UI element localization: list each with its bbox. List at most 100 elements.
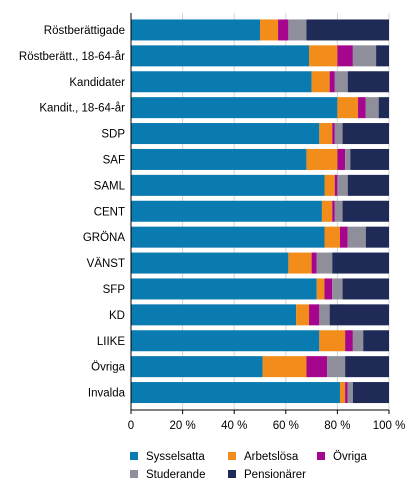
bar-segment xyxy=(347,71,389,93)
bar-segment xyxy=(306,148,338,170)
bar-segment xyxy=(337,97,359,119)
bar-segment xyxy=(321,200,333,222)
bar-segment xyxy=(334,174,338,196)
bar-segment xyxy=(324,278,333,300)
bar-segment xyxy=(337,174,348,196)
bar-segment xyxy=(329,71,335,93)
x-tick-label: 20 % xyxy=(169,420,195,432)
legend-label: Pensionärer xyxy=(244,469,306,481)
bar-segment xyxy=(131,382,340,404)
bar-segment xyxy=(345,382,348,404)
bar-segment xyxy=(288,19,307,41)
category-label: Kandidater xyxy=(69,77,125,89)
category-label: VÄNST xyxy=(87,258,125,270)
bar-segment xyxy=(363,330,389,352)
legend: Sysselsatta Arbetslösa Övriga Studerande Pen… xyxy=(130,451,367,481)
legend-label: Studerande xyxy=(146,469,205,481)
legend-swatch xyxy=(228,452,236,460)
legend-swatch xyxy=(130,470,138,478)
bar-segment xyxy=(311,71,330,93)
x-tick-label: 0 xyxy=(128,420,134,432)
category-label: SAML xyxy=(94,180,126,192)
bar-segment xyxy=(131,330,320,352)
category-label: Röstberättigade xyxy=(44,25,125,37)
legend-label: Arbetslösa xyxy=(244,451,299,463)
legend-label: Övriga xyxy=(333,451,367,463)
bar-segment xyxy=(332,252,389,274)
bar-segment xyxy=(131,148,307,170)
bar-segment xyxy=(131,304,297,326)
x-tick-label: 60 % xyxy=(273,420,299,432)
bar-segment xyxy=(365,226,389,248)
bar-segment xyxy=(327,356,346,378)
legend-swatch xyxy=(317,452,325,460)
bar-segment xyxy=(332,200,335,222)
bar-segment xyxy=(131,356,263,378)
bar-segment xyxy=(296,304,310,326)
legend-label: Sysselsatta xyxy=(146,451,205,463)
bar-segment xyxy=(365,97,379,119)
bar-segment xyxy=(288,252,312,274)
category-label: GRÖNA xyxy=(83,232,126,244)
category-label: Röstberätt., 18-64-år xyxy=(19,51,125,63)
bar-segment xyxy=(376,45,389,67)
bar-segment xyxy=(316,252,333,274)
bar-segment xyxy=(334,123,343,145)
bar-segment xyxy=(324,174,335,196)
x-tick-label: 80 % xyxy=(324,420,350,432)
category-label: LIIKE xyxy=(97,336,125,348)
bar-segment xyxy=(339,226,348,248)
category-label: KD xyxy=(109,310,125,322)
bar-segment xyxy=(350,148,389,170)
bar-segment xyxy=(309,304,320,326)
x-tick-label: 100 % xyxy=(373,420,406,432)
bar-segment xyxy=(345,356,389,378)
bar-segment xyxy=(339,382,346,404)
bar-segment xyxy=(358,97,366,119)
bar-segment xyxy=(306,19,389,41)
category-label: Kandit., 18-64-år xyxy=(39,103,125,115)
bar-segment xyxy=(352,45,377,67)
x-tick-label: 40 % xyxy=(221,420,247,432)
bar-segment xyxy=(319,304,330,326)
bar-segment xyxy=(337,148,346,170)
bar-stacks xyxy=(131,19,389,404)
category-label: SAF xyxy=(103,154,125,166)
bar-segment xyxy=(347,226,366,248)
bar-segment xyxy=(131,278,317,300)
bar-segment xyxy=(347,174,389,196)
bar-segment xyxy=(332,278,343,300)
category-labels: Röstberättigade Röstberätt., 18-64-år Kand… xyxy=(19,25,126,400)
bar-segment xyxy=(332,123,335,145)
bar-segment xyxy=(345,148,351,170)
bar-segment xyxy=(319,330,346,352)
bar-segment xyxy=(131,19,260,41)
bar-segment xyxy=(334,200,343,222)
bar-segment xyxy=(131,123,320,145)
bar-segment xyxy=(131,174,325,196)
bar-segment xyxy=(309,45,338,67)
category-label: SDP xyxy=(101,129,125,141)
bar-segment xyxy=(131,97,338,119)
bar-segment xyxy=(319,123,333,145)
bar-segment xyxy=(262,356,307,378)
bar-segment xyxy=(131,200,322,222)
bar-segment xyxy=(131,71,312,93)
bar-segment xyxy=(342,123,389,145)
bar-segment xyxy=(306,356,328,378)
bar-segment xyxy=(342,278,389,300)
bar-segment xyxy=(278,19,289,41)
bar-segment xyxy=(347,382,353,404)
bar-segment xyxy=(378,97,389,119)
bar-segment xyxy=(131,45,310,67)
bar-segment xyxy=(342,200,389,222)
bar-segment xyxy=(334,71,348,93)
bar-segment xyxy=(352,382,389,404)
bar-segment xyxy=(260,19,279,41)
bar-segment xyxy=(324,226,340,248)
x-axis: 0 20 % 40 % 60 % 80 % 100 % xyxy=(128,13,406,432)
category-label: CENT xyxy=(94,206,125,218)
bar-segment xyxy=(316,278,325,300)
bar-segment xyxy=(131,252,289,274)
